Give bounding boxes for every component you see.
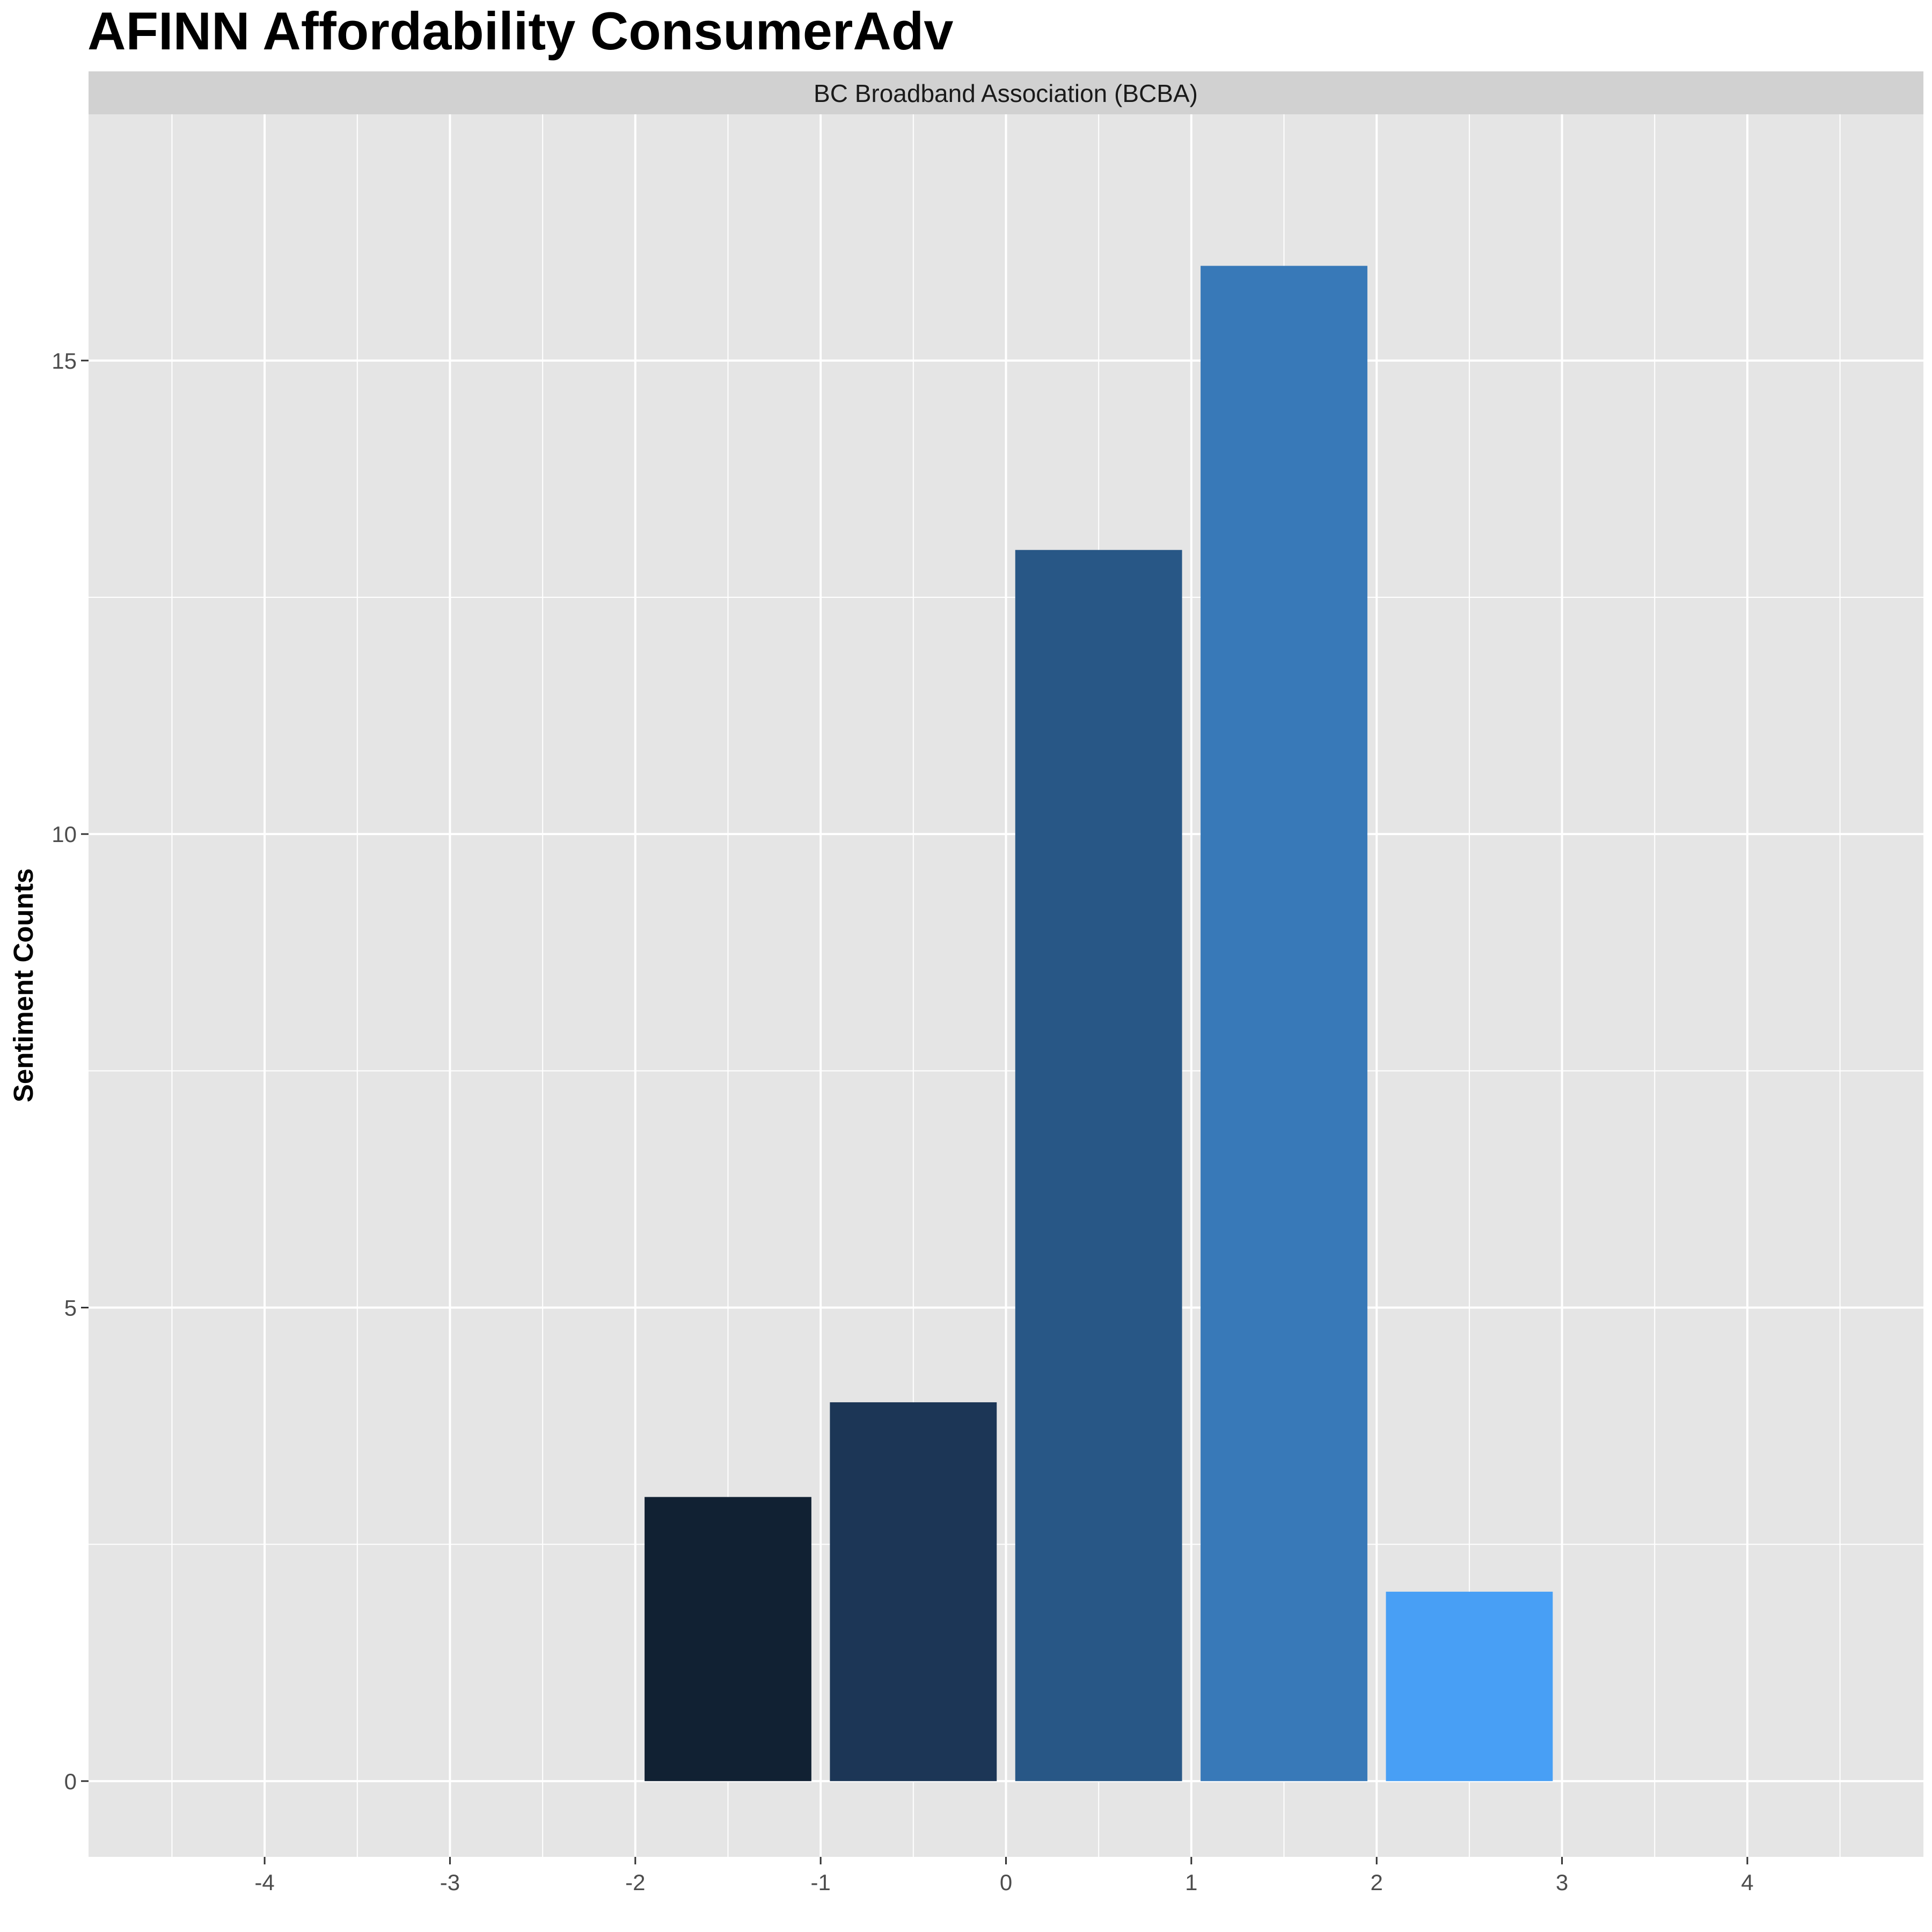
bar-4 (1386, 1591, 1553, 1781)
facet-strip (89, 71, 1923, 114)
x-tick-label: 2 (1371, 1870, 1383, 1895)
x-tick-label: -1 (810, 1870, 830, 1895)
x-tick-label: 3 (1556, 1870, 1568, 1895)
bar-2 (1015, 550, 1182, 1781)
chart-title: AFINN Affordability ConsumerAdv (87, 1, 953, 61)
facet-label: BC Broadband Association (BCBA) (814, 79, 1198, 107)
x-tick-label: -4 (254, 1870, 274, 1895)
x-tick-label: -3 (440, 1870, 460, 1895)
y-tick-label: 10 (52, 822, 77, 847)
x-tick-label: 0 (1000, 1870, 1012, 1895)
x-tick-label: 4 (1741, 1870, 1753, 1895)
bar-3 (1201, 266, 1367, 1781)
bar-0 (645, 1497, 811, 1781)
y-axis: 0 5 10 15 (52, 348, 89, 1794)
y-tick-label: 15 (52, 348, 77, 374)
y-tick-label: 5 (64, 1295, 77, 1320)
y-tick-label: 0 (64, 1769, 77, 1794)
x-axis: -4 -3 -2 -1 0 1 2 3 4 (254, 1857, 1754, 1895)
x-tick-label: 1 (1185, 1870, 1197, 1895)
bar-1 (830, 1402, 997, 1781)
y-axis-title: Sentiment Counts (8, 868, 39, 1102)
x-tick-label: -2 (625, 1870, 645, 1895)
major-gridlines (89, 114, 1923, 1857)
bars (645, 266, 1553, 1781)
